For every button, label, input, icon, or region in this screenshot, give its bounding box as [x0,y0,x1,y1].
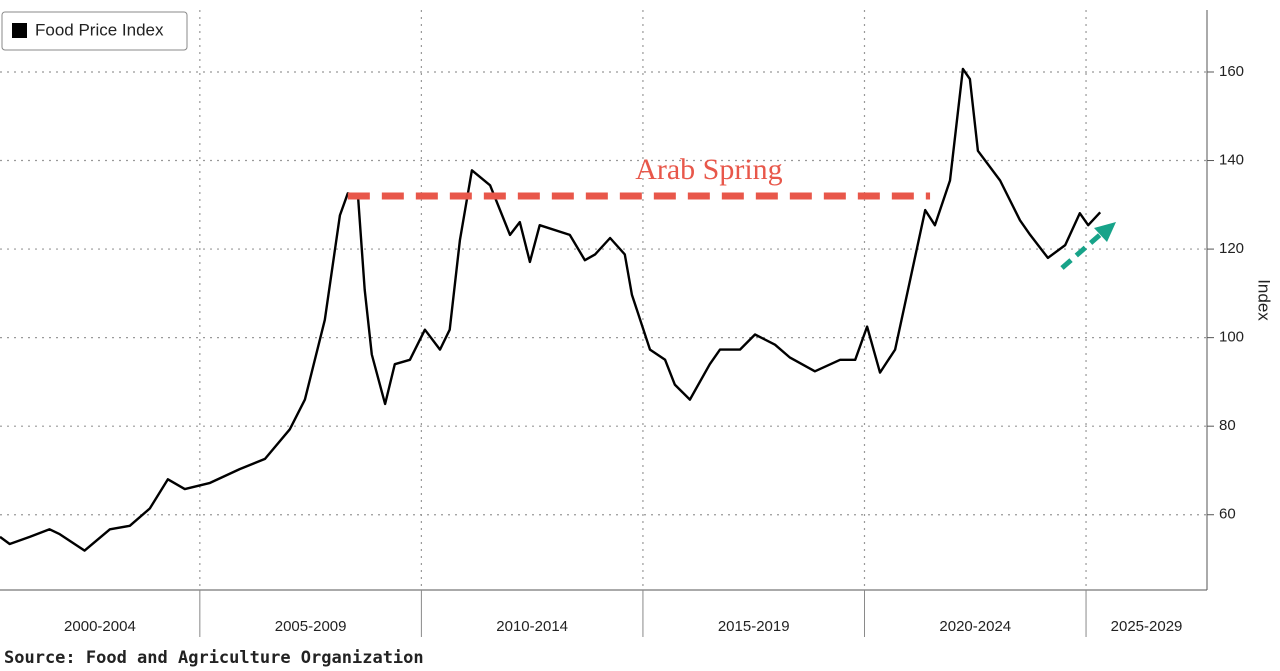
y-tick-label: 80 [1219,417,1236,434]
source: Source: Food and Agriculture Organizatio… [4,648,424,668]
y-tick-label: 60 [1219,506,1236,523]
legend-label: Food Price Index [35,20,164,39]
arrow-shaft [1060,231,1104,270]
trend-arrow [1060,222,1116,270]
annotation: Arab Spring [635,153,782,186]
x-tick-label: 2005-2009 [275,618,347,635]
y-tick-label: 140 [1219,152,1244,169]
data-line [0,67,1102,552]
y-tick-label: 160 [1219,63,1244,80]
legend-box [1,11,188,51]
arrow-head [1094,222,1116,242]
y-tick-label: 100 [1219,329,1244,346]
x-tick-label: 2020-2024 [939,618,1011,635]
plot: 60 80 100 120 140 160 2000-2004 2005-2009 2010-2… [0,10,1244,637]
y-axis-label: Index [1255,279,1274,321]
x-tick-label: 2015-2019 [718,618,790,635]
legend-swatch [12,23,27,38]
x-tick-label: 2000-2004 [64,618,136,635]
y-tick-label: 120 [1219,240,1244,257]
x-tick-label: 2025-2029 [1111,618,1183,635]
x-tick-label: 2010-2014 [496,618,568,635]
